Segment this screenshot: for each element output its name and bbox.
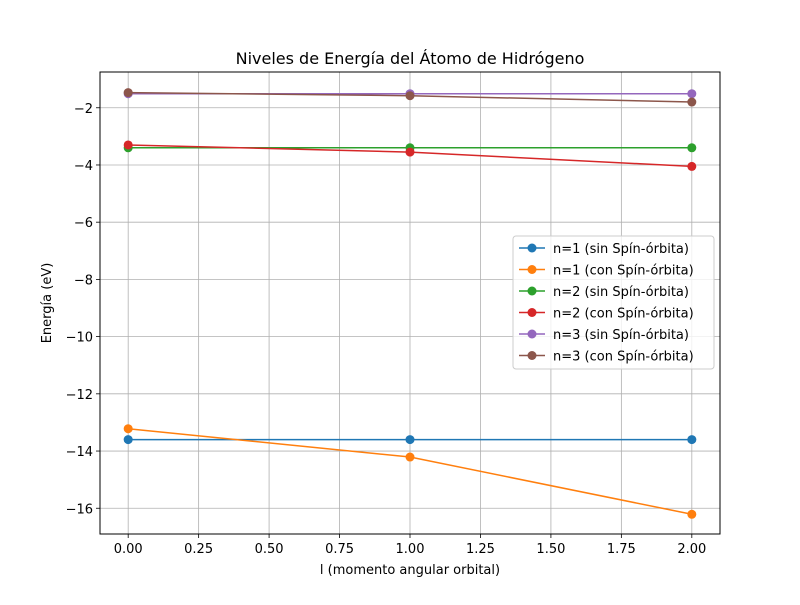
legend-swatch-marker [527, 351, 537, 360]
legend-swatch-marker [527, 243, 537, 253]
legend-item: n=1 (con Spín-órbita) [519, 264, 694, 279]
legend-label: n=3 (con Spín-órbita) [553, 350, 694, 365]
series-4 [123, 140, 697, 171]
data-point [123, 424, 133, 434]
y-tick-label: −4 [74, 159, 93, 174]
x-tick-label: 0.00 [114, 542, 143, 557]
y-tick-label: −8 [74, 273, 93, 288]
data-point [123, 435, 133, 445]
data-point [687, 97, 697, 107]
data-point [687, 89, 697, 99]
legend-label: n=3 (sin Spín-órbita) [553, 328, 689, 343]
y-tick-label: −16 [66, 502, 93, 517]
y-axis-label: Energía (eV) [40, 263, 55, 344]
legend-item: n=2 (sin Spín-órbita) [519, 285, 689, 300]
x-tick-label: 1.00 [396, 542, 425, 557]
x-tick-label: 0.50 [255, 542, 284, 557]
legend-label: n=2 (sin Spín-órbita) [553, 285, 689, 300]
data-point [687, 435, 697, 445]
data-point [687, 509, 697, 519]
y-tick-label: −10 [66, 331, 93, 346]
legend-item: n=3 (sin Spín-órbita) [519, 328, 689, 343]
legend-item: n=1 (sin Spín-órbita) [519, 242, 689, 257]
x-tick-label: 1.25 [466, 542, 495, 557]
y-tick-label: −14 [66, 445, 93, 460]
legend-item: n=3 (con Spín-órbita) [519, 350, 694, 365]
legend-swatch-marker [527, 265, 537, 274]
series-2 [123, 424, 697, 519]
legend-swatch-marker [527, 286, 537, 296]
legend-item: n=2 (con Spín-órbita) [519, 307, 694, 322]
y-axis: −16 −14 −12 −10 −8 −6 −4 −2 [66, 102, 100, 517]
data-point [123, 140, 133, 150]
series-1 [123, 435, 697, 445]
legend-swatch-marker [527, 308, 537, 317]
x-tick-label: 0.25 [184, 542, 213, 557]
data-point [405, 452, 415, 462]
series-layer [123, 88, 697, 519]
x-axis-label: l (momento angular orbital) [320, 563, 500, 578]
legend-frame [512, 235, 715, 370]
x-tick-label: 0.75 [325, 542, 354, 557]
series-6 [123, 88, 697, 107]
data-point [687, 161, 697, 171]
x-tick-label: 1.50 [536, 542, 565, 557]
legend-swatch-marker [527, 329, 537, 339]
data-point [687, 143, 697, 153]
legend-label: n=1 (sin Spín-órbita) [553, 242, 689, 257]
data-point [405, 435, 415, 445]
data-point [405, 91, 415, 101]
chart-title: Niveles de Energía del Átomo de Hidrógen… [236, 49, 585, 68]
x-axis: 0.00 0.25 0.50 0.75 1.00 1.25 1.50 1.75 2.00 [114, 534, 706, 557]
y-tick-label: −12 [66, 388, 93, 403]
legend: n=1 (sin Spín-órbita) n=1 (con Spín-órbit… [512, 235, 715, 370]
y-tick-label: −6 [74, 216, 93, 231]
x-tick-label: 2.00 [677, 542, 706, 557]
legend-label: n=1 (con Spín-órbita) [553, 264, 694, 279]
data-point [123, 88, 133, 98]
x-tick-label: 1.75 [607, 542, 636, 557]
data-point [405, 147, 415, 157]
y-tick-label: −2 [74, 102, 93, 117]
legend-label: n=2 (con Spín-órbita) [553, 307, 694, 322]
